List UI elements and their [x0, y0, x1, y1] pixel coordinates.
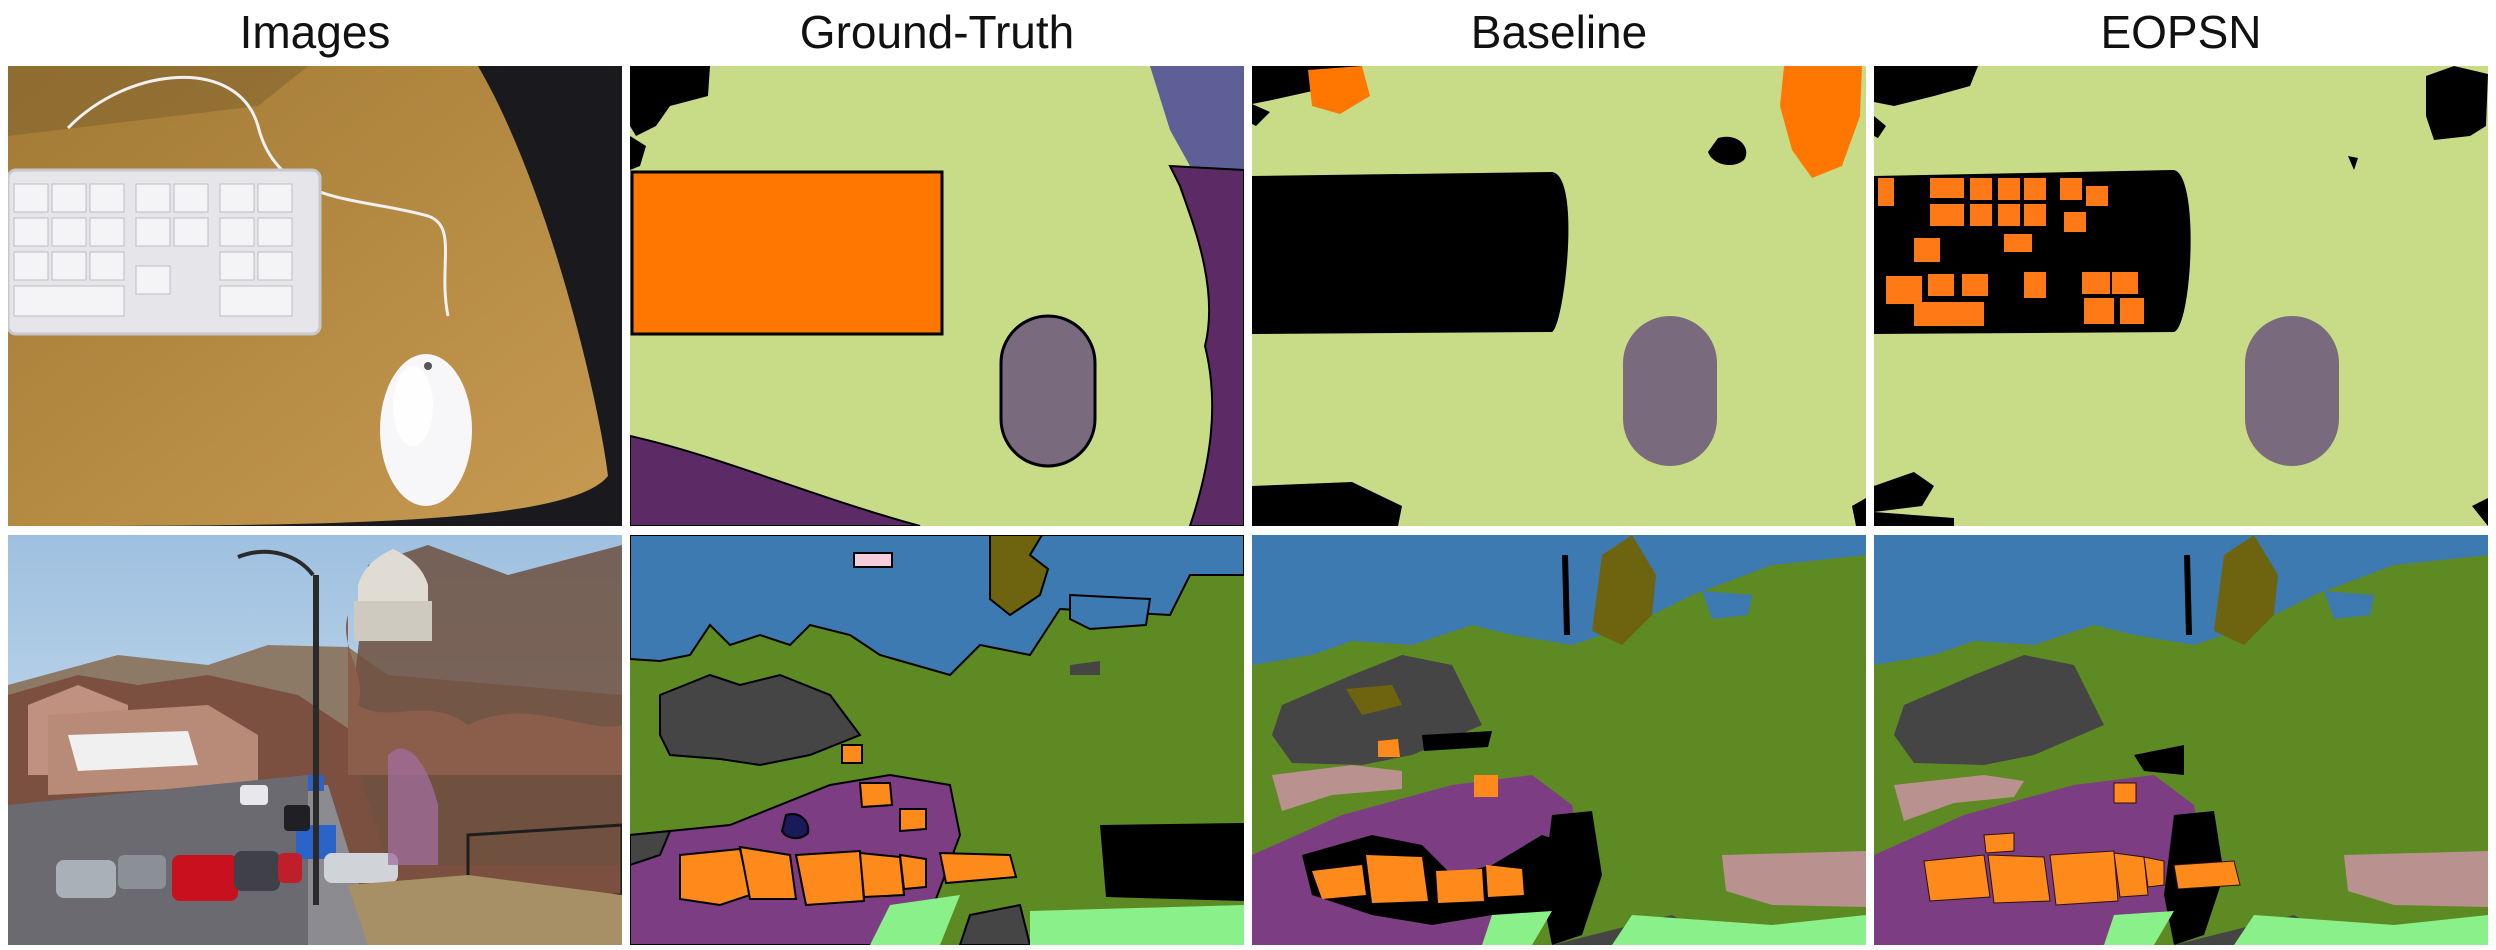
column-header-eopsn: EOPSN [2100, 6, 2262, 58]
eopsn-desk-segmentation [1874, 66, 2488, 526]
image-desk-keyboard-mouse [8, 66, 622, 526]
column-header-images: Images [239, 6, 391, 58]
ground-truth-desk-segmentation [630, 66, 1244, 526]
ground-truth-street-segmentation [630, 535, 1244, 945]
eopsn-street-segmentation [1874, 535, 2488, 945]
column-header-baseline: Baseline [1470, 6, 1648, 58]
baseline-street-segmentation [1252, 535, 1866, 945]
baseline-desk-segmentation [1252, 66, 1866, 526]
column-header-ground-truth: Ground-Truth [799, 6, 1075, 58]
image-street-scene [8, 535, 622, 945]
